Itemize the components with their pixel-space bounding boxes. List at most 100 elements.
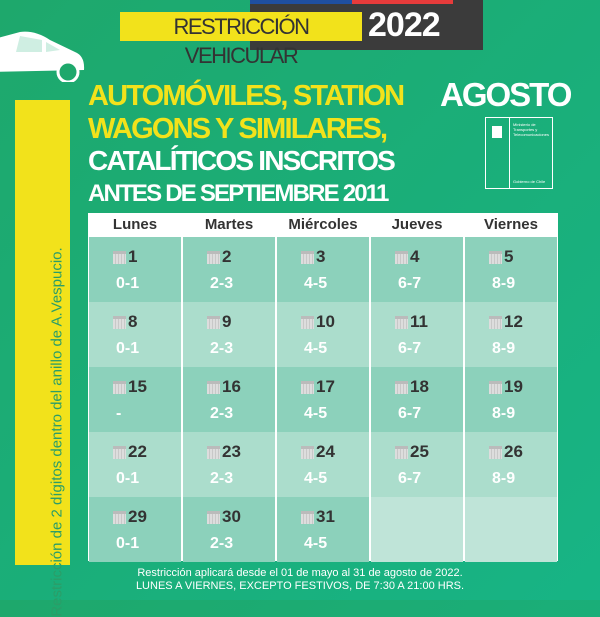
day-header: Jueves xyxy=(391,216,443,233)
calendar-icon xyxy=(113,510,126,524)
day-number-text: 3 xyxy=(316,247,326,266)
day-cell: 26 8-9 xyxy=(465,432,557,497)
day-number-text: 31 xyxy=(316,507,335,526)
day-number: 19 xyxy=(489,377,557,397)
restricted-digits: 6-7 xyxy=(398,340,422,357)
day-cell: 29 0-1 xyxy=(89,497,181,562)
week-row: 15- 16 2-3 17 4-5 18 6-7 19 8-9 xyxy=(88,367,558,432)
calendar-icon xyxy=(113,250,126,264)
restricted-digits: 6-7 xyxy=(398,470,422,487)
day-cell: 12 8-9 xyxy=(465,302,557,367)
restricted-digits: 4-5 xyxy=(304,535,328,552)
restricted-digits: 0-1 xyxy=(116,470,140,487)
restricted-digits: 8-9 xyxy=(492,405,516,422)
day-number: 30 xyxy=(207,507,275,527)
calendar-icon xyxy=(489,445,502,459)
calendar-icon xyxy=(113,445,126,459)
day-number: 23 xyxy=(207,442,275,462)
day-cell: 18 6-7 xyxy=(371,367,463,432)
header-label: RESTRICCIÓN VEHICULAR xyxy=(120,12,362,68)
calendar-icon xyxy=(395,250,408,264)
day-number-text: 23 xyxy=(222,442,241,461)
week-row: 8 0-1 9 2-3 10 4-5 11 6-7 12 8-9 xyxy=(88,302,558,367)
day-number-text: 24 xyxy=(316,442,335,461)
day-number: 11 xyxy=(395,312,463,332)
day-number-text: 8 xyxy=(128,312,138,331)
day-cell: 5 8-9 xyxy=(465,237,557,302)
restricted-digits: 2-3 xyxy=(210,275,234,292)
day-number: 17 xyxy=(301,377,369,397)
calendar-icon xyxy=(489,250,502,264)
restricted-digits: 8-9 xyxy=(492,470,516,487)
week-row: 22 0-1 23 2-3 24 4-5 25 6-7 26 8-9 xyxy=(88,432,558,497)
restricted-digits: 2-3 xyxy=(210,470,234,487)
day-number: 26 xyxy=(489,442,557,462)
title-line-1: AUTOMÓVILES, STATION xyxy=(88,80,405,112)
restricted-digits: 2-3 xyxy=(210,340,234,357)
restricted-digits: 0-1 xyxy=(116,535,140,552)
day-number-text: 1 xyxy=(128,247,138,266)
day-cell: 17 4-5 xyxy=(277,367,369,432)
day-cell: 19 8-9 xyxy=(465,367,557,432)
day-cell: 16 2-3 xyxy=(183,367,275,432)
title-line-3: CATALÍTICOS INSCRITOS xyxy=(88,145,396,176)
restricted-digits: - xyxy=(116,405,122,422)
day-number-text: 22 xyxy=(128,442,147,461)
day-number-text: 30 xyxy=(222,507,241,526)
calendar-icon xyxy=(113,380,126,394)
day-number-text: 4 xyxy=(410,247,420,266)
calendar-icon xyxy=(207,315,220,329)
day-number-text: 9 xyxy=(222,312,232,331)
day-number: 4 xyxy=(395,247,463,267)
day-cell: 10 4-5 xyxy=(277,302,369,367)
day-number: 1 xyxy=(113,247,181,267)
calendar-icon xyxy=(207,445,220,459)
restricted-digits: 6-7 xyxy=(398,275,422,292)
day-cell: 25 6-7 xyxy=(371,432,463,497)
day-number: 24 xyxy=(301,442,369,462)
title-line-4: ANTES DE SEPTIEMBRE 2011 xyxy=(88,180,389,207)
calendar-icon xyxy=(301,380,314,394)
day-number-text: 11 xyxy=(410,312,428,331)
calendar-icon xyxy=(207,380,220,394)
day-number: 9 xyxy=(207,312,275,332)
day-cell: 24 4-5 xyxy=(277,432,369,497)
calendar-icon xyxy=(301,445,314,459)
day-header: Lunes xyxy=(112,216,158,233)
restricted-digits: 6-7 xyxy=(398,405,422,422)
restricted-digits: 4-5 xyxy=(304,405,328,422)
day-number-text: 10 xyxy=(316,312,335,331)
restricted-digits: 0-1 xyxy=(116,340,140,357)
calendar-icon xyxy=(395,315,408,329)
day-number: 12 xyxy=(489,312,557,332)
government-name: Gobierno de Chile xyxy=(512,179,546,184)
month-label: AGOSTO xyxy=(440,76,572,113)
week-row: 29 0-1 30 2-3 31 4-5 xyxy=(88,497,558,562)
day-number-text: 15 xyxy=(128,377,147,396)
restricted-digits: 2-3 xyxy=(210,405,234,422)
calendar-icon xyxy=(301,250,314,264)
restricted-digits: 4-5 xyxy=(304,470,328,487)
title-line-2: WAGONS Y SIMILARES, xyxy=(88,113,388,145)
restricted-digits: 8-9 xyxy=(492,275,516,292)
day-cell xyxy=(371,497,463,562)
day-cell: 3 4-5 xyxy=(277,237,369,302)
day-cell: 11 6-7 xyxy=(371,302,463,367)
restricted-digits: 4-5 xyxy=(304,340,328,357)
restricted-digits: 4-5 xyxy=(304,275,328,292)
day-cell: 23 2-3 xyxy=(183,432,275,497)
day-number-text: 18 xyxy=(410,377,429,396)
day-cell: 2 2-3 xyxy=(183,237,275,302)
side-note: Restricción de 2 dígitos dentro del anil… xyxy=(48,247,66,617)
day-number: 29 xyxy=(113,507,181,527)
day-cell: 4 6-7 xyxy=(371,237,463,302)
restricted-digits: 8-9 xyxy=(492,340,516,357)
calendar-icon xyxy=(301,315,314,329)
day-cell xyxy=(465,497,557,562)
restricted-digits: 0-1 xyxy=(116,275,140,292)
car-icon xyxy=(0,31,85,82)
day-number-text: 25 xyxy=(410,442,429,461)
day-number: 22 xyxy=(113,442,181,462)
day-number-text: 17 xyxy=(316,377,335,396)
day-header: Viernes xyxy=(484,216,538,233)
